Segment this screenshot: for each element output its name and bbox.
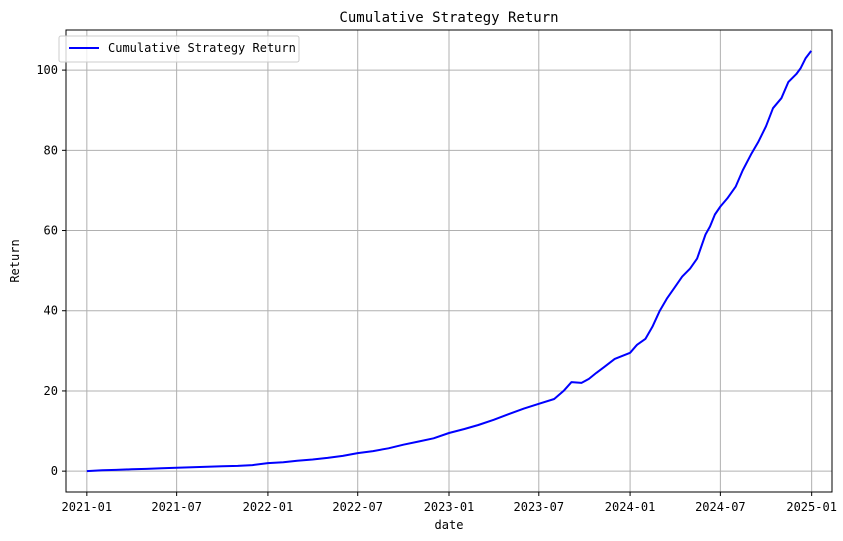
x-tick-label: 2023-01 [424, 500, 475, 514]
x-tick-label: 2021-07 [151, 500, 202, 514]
x-tick-label: 2024-07 [695, 500, 746, 514]
y-axis-label: Return [8, 239, 22, 282]
y-tick-label: 20 [44, 384, 58, 398]
y-tick-label: 80 [44, 143, 58, 157]
legend: Cumulative Strategy Return [58, 35, 300, 63]
x-tick-label: 2022-01 [243, 500, 294, 514]
y-tick-label: 100 [36, 63, 58, 77]
y-tick-label: 60 [44, 224, 58, 238]
chart-title: Cumulative Strategy Return [339, 10, 558, 26]
series-line [86, 50, 812, 473]
x-axis-label: date [435, 518, 464, 532]
y-tick-label: 40 [44, 304, 58, 318]
x-tick-label: 2024-01 [605, 500, 656, 514]
x-tick-label: 2022-07 [332, 500, 383, 514]
x-axis: 2021-01 2021-07 2022-01 2022-07 2023-01 2023-… [62, 492, 837, 514]
y-tick-label: 0 [51, 464, 58, 478]
x-tick-label: 2025-01 [786, 500, 837, 514]
x-tick-label: 2023-07 [514, 500, 565, 514]
legend-label: Cumulative Strategy Return [108, 41, 296, 55]
grid-lines [66, 30, 832, 492]
x-tick-label: 2021-01 [62, 500, 113, 514]
series-layer [86, 50, 812, 473]
legend-box [58, 35, 300, 63]
y-axis: 0 20 40 60 80 100 [36, 63, 66, 478]
